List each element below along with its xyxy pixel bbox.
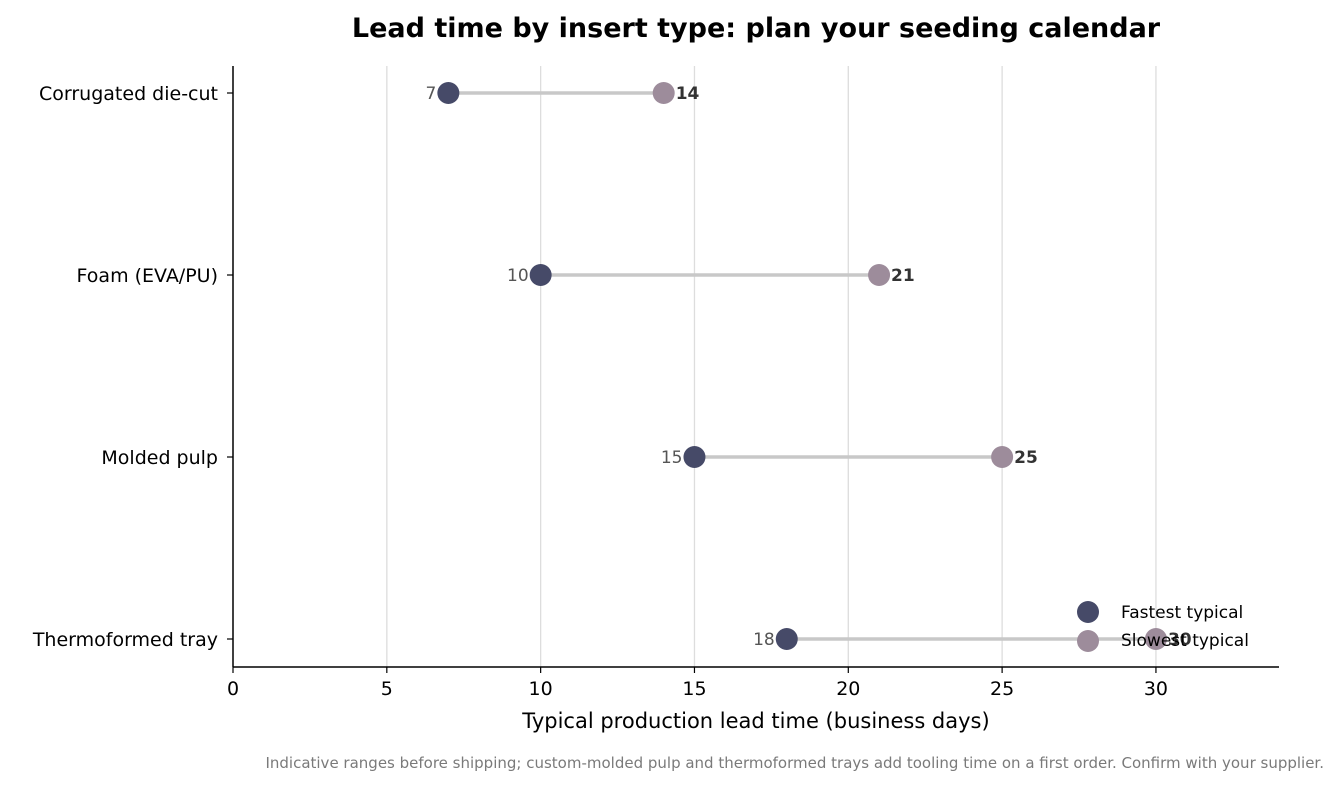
connector-lines — [448, 91, 1156, 641]
value-label-slowest: 25 — [1014, 448, 1038, 468]
value-label-fastest: 7 — [426, 84, 437, 104]
value-label-slowest: 30 — [1168, 630, 1192, 650]
point-slowest — [868, 264, 891, 286]
x-tick-label: 0 — [227, 678, 239, 700]
point-fastest — [775, 628, 798, 650]
x-axis-label: Typical production lead time (business d… — [521, 709, 989, 733]
value-label-fastest: 18 — [753, 630, 775, 650]
x-tick-label: 5 — [381, 678, 393, 700]
legend-marker-slowest — [1077, 630, 1099, 652]
legend-marker-fastest — [1077, 601, 1099, 623]
value-label-fastest: 10 — [507, 266, 529, 286]
point-fastest — [437, 82, 460, 104]
value-label-fastest: 15 — [661, 448, 683, 468]
x-axis-ticks: 0 5 10 15 20 25 30 — [227, 667, 1168, 700]
value-label-slowest: 21 — [891, 266, 915, 286]
legend-label-fastest: Fastest typical — [1121, 603, 1243, 623]
point-slowest — [1144, 628, 1167, 650]
data-points — [437, 82, 1167, 650]
footnote: Indicative ranges before shipping; custo… — [265, 754, 1324, 772]
x-tick-label: 15 — [682, 678, 706, 700]
point-fastest — [683, 446, 706, 468]
x-tick-label: 20 — [836, 678, 860, 700]
legend-label-slowest: Slowest typical — [1121, 631, 1249, 651]
x-tick-label: 25 — [990, 678, 1014, 700]
point-slowest — [991, 446, 1014, 468]
x-tick-label: 30 — [1144, 678, 1168, 700]
point-slowest — [652, 82, 675, 104]
y-axis-ticks: Corrugated die-cut Foam (EVA/PU) Molded pu… — [32, 83, 233, 651]
category-label: Corrugated die-cut — [39, 83, 218, 105]
grid-lines — [386, 66, 1157, 667]
legend: Fastest typical Slowest typical — [1077, 601, 1249, 652]
point-fastest — [529, 264, 552, 286]
chart-title: Lead time by insert type: plan your seed… — [352, 13, 1161, 44]
category-label: Molded pulp — [101, 447, 218, 469]
category-label: Thermoformed tray — [32, 629, 218, 651]
category-label: Foam (EVA/PU) — [77, 265, 218, 287]
value-label-slowest: 14 — [676, 84, 700, 104]
value-labels: 7 14 10 21 15 25 18 30 — [426, 84, 1192, 650]
x-tick-label: 10 — [529, 678, 553, 700]
